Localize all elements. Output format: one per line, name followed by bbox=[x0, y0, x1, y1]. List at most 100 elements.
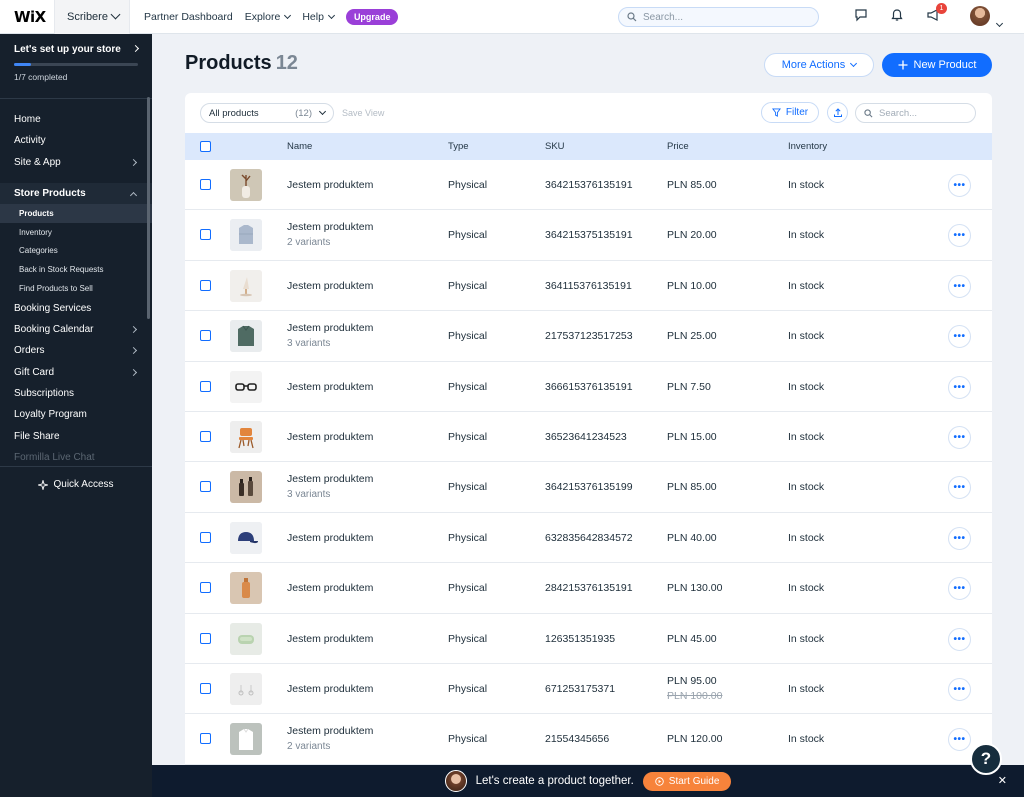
user-avatar[interactable] bbox=[970, 6, 990, 26]
row-checkbox[interactable] bbox=[200, 229, 211, 241]
row-more-actions-button[interactable]: ••• bbox=[948, 526, 971, 550]
header-type[interactable]: Type bbox=[448, 141, 469, 152]
header-name[interactable]: Name bbox=[287, 141, 313, 152]
row-checkbox[interactable] bbox=[200, 733, 211, 745]
product-thumbnail[interactable] bbox=[230, 370, 262, 403]
product-thumbnail[interactable] bbox=[230, 320, 262, 353]
sidebar-item-activity[interactable]: Activity bbox=[0, 130, 152, 151]
sidebar-item-subscriptions[interactable]: Subscriptions bbox=[0, 383, 152, 404]
sidebar-subitem-find-products-to-sell[interactable]: Find Products to Sell bbox=[19, 283, 93, 293]
row-more-actions-button[interactable]: ••• bbox=[948, 425, 971, 449]
sidebar-item-gift-card[interactable]: Gift Card bbox=[0, 362, 152, 383]
row-checkbox[interactable] bbox=[200, 430, 211, 442]
sidebar-subitem-back-in-stock-requests[interactable]: Back in Stock Requests bbox=[19, 265, 104, 275]
header-inventory[interactable]: Inventory bbox=[788, 141, 828, 152]
export-button[interactable] bbox=[827, 102, 848, 123]
help-button[interactable]: ? bbox=[970, 743, 1002, 775]
start-guide-button[interactable]: Start Guide bbox=[642, 771, 732, 791]
table-row[interactable]: Jestem produktem Physical 632835642834572 P… bbox=[185, 513, 992, 564]
more-dots-icon: ••• bbox=[953, 532, 966, 544]
row-more-actions-button[interactable]: ••• bbox=[948, 274, 971, 298]
row-more-actions-button[interactable]: ••• bbox=[948, 476, 971, 500]
row-more-actions-button[interactable]: ••• bbox=[948, 577, 971, 601]
site-selector[interactable]: Scribere bbox=[54, 0, 130, 34]
table-row[interactable]: Jestem produktem 3 variants Physical 217537… bbox=[185, 311, 992, 362]
nav-partner-dashboard[interactable]: Partner Dashboard bbox=[144, 10, 233, 23]
table-row[interactable]: Jestem produktem Physical 671253175371 PLN … bbox=[185, 664, 992, 715]
sidebar-scrollbar[interactable] bbox=[147, 97, 150, 319]
filter-button[interactable]: Filter bbox=[761, 102, 819, 123]
product-thumbnail[interactable] bbox=[230, 219, 262, 252]
row-checkbox[interactable] bbox=[200, 682, 211, 694]
sidebar-item-file-share[interactable]: File Share bbox=[0, 425, 152, 446]
product-thumbnail[interactable] bbox=[230, 572, 262, 605]
sidebar-subitem-products[interactable]: Products bbox=[0, 204, 152, 223]
product-thumbnail[interactable] bbox=[230, 672, 262, 705]
row-checkbox[interactable] bbox=[200, 582, 211, 594]
wix-logo[interactable]: WiX bbox=[14, 7, 46, 26]
close-icon[interactable]: ✕ bbox=[997, 775, 1007, 787]
save-view-button[interactable]: Save View bbox=[342, 108, 385, 118]
product-thumbnail[interactable] bbox=[230, 622, 262, 655]
sidebar-subitem-inventory[interactable]: Inventory bbox=[19, 227, 52, 237]
quick-access-button[interactable]: Quick Access bbox=[0, 466, 152, 490]
product-thumbnail[interactable] bbox=[230, 723, 262, 756]
row-more-actions-button[interactable]: ••• bbox=[948, 174, 971, 197]
sidebar-item-home[interactable]: Home bbox=[0, 109, 152, 130]
upload-icon bbox=[833, 107, 842, 117]
table-row[interactable]: Jestem produktem Physical 366615376135191 P… bbox=[185, 362, 992, 412]
row-more-actions-button[interactable]: ••• bbox=[948, 728, 971, 752]
header-sku[interactable]: SKU bbox=[545, 141, 565, 152]
sidebar-subitem-categories[interactable]: Categories bbox=[19, 246, 58, 256]
header-price[interactable]: Price bbox=[667, 141, 689, 152]
row-checkbox[interactable] bbox=[200, 330, 211, 342]
row-more-actions-button[interactable]: ••• bbox=[948, 627, 971, 651]
sidebar-item-orders[interactable]: Orders bbox=[0, 340, 152, 361]
row-more-actions-button[interactable]: ••• bbox=[948, 224, 971, 248]
new-product-button[interactable]: New Product bbox=[882, 53, 992, 77]
upgrade-button[interactable]: Upgrade bbox=[345, 8, 399, 25]
row-more-actions-button[interactable]: ••• bbox=[948, 677, 971, 701]
table-row[interactable]: Jestem produktem Physical 364215376135191 P… bbox=[185, 160, 992, 211]
view-selector[interactable]: All products (12) bbox=[200, 103, 334, 123]
sidebar-item-site-app[interactable]: Site & App bbox=[0, 152, 152, 173]
select-all-checkbox[interactable] bbox=[200, 141, 211, 152]
product-thumbnail[interactable] bbox=[230, 420, 262, 453]
row-checkbox[interactable] bbox=[200, 380, 211, 392]
table-search-input[interactable]: Search... bbox=[855, 103, 976, 123]
setup-progress-panel[interactable]: Let's set up your store 1/7 completed bbox=[0, 34, 152, 98]
more-actions-button[interactable]: More Actions bbox=[764, 53, 874, 77]
account-menu-toggle[interactable] bbox=[995, 13, 1004, 31]
search-icon bbox=[627, 12, 637, 22]
nav-help[interactable]: Help bbox=[302, 11, 335, 23]
product-thumbnail[interactable] bbox=[230, 269, 262, 302]
product-price: PLN 7.50 bbox=[667, 380, 711, 393]
table-row[interactable]: Jestem produktem Physical 364115376135191 P… bbox=[185, 261, 992, 312]
row-more-actions-button[interactable]: ••• bbox=[948, 375, 971, 399]
row-checkbox[interactable] bbox=[200, 481, 211, 493]
table-row[interactable]: Jestem produktem 2 variants Physical 215543… bbox=[185, 714, 992, 765]
sidebar-item-booking-calendar[interactable]: Booking Calendar bbox=[0, 319, 152, 340]
row-checkbox[interactable] bbox=[200, 279, 211, 291]
table-row[interactable]: Jestem produktem Physical 284215376135191 P… bbox=[185, 563, 992, 614]
sidebar-item-formilla-live-chat[interactable]: Formilla Live Chat bbox=[0, 447, 152, 468]
sidebar-item-store-products[interactable]: Store Products bbox=[0, 182, 152, 205]
row-checkbox[interactable] bbox=[200, 179, 211, 190]
nav-explore[interactable]: Explore bbox=[245, 11, 292, 23]
megaphone-icon[interactable]: 1 bbox=[926, 3, 947, 22]
product-thumbnail[interactable] bbox=[230, 471, 262, 504]
product-thumbnail[interactable] bbox=[230, 169, 262, 201]
row-checkbox[interactable] bbox=[200, 531, 211, 543]
table-row[interactable]: Jestem produktem Physical 36523641234523 PL… bbox=[185, 412, 992, 463]
table-row[interactable]: Jestem produktem Physical 126351351935 PLN … bbox=[185, 614, 992, 664]
sidebar-item-booking-services[interactable]: Booking Services bbox=[0, 298, 152, 319]
row-more-actions-button[interactable]: ••• bbox=[948, 325, 971, 349]
chat-icon[interactable] bbox=[854, 8, 868, 22]
sidebar-item-loyalty-program[interactable]: Loyalty Program bbox=[0, 404, 152, 425]
top-search-input[interactable]: Search... bbox=[618, 7, 819, 27]
product-thumbnail[interactable] bbox=[230, 521, 262, 554]
table-row[interactable]: Jestem produktem 2 variants Physical 364215… bbox=[185, 210, 992, 261]
row-checkbox[interactable] bbox=[200, 632, 211, 644]
table-row[interactable]: Jestem produktem 3 variants Physical 364215… bbox=[185, 462, 992, 513]
bell-icon[interactable] bbox=[890, 8, 904, 22]
